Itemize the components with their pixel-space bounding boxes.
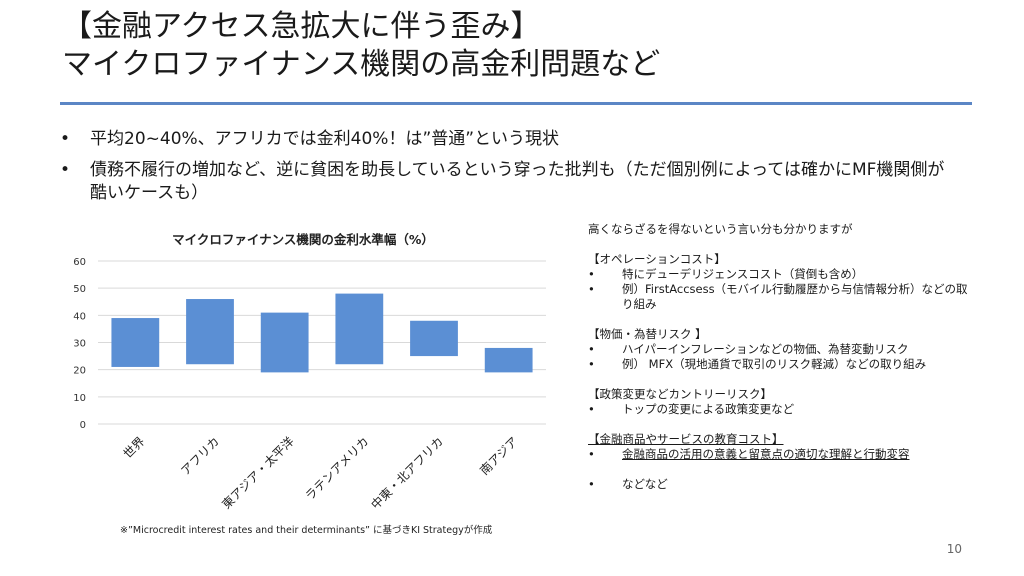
- list-item-text: ハイパーインフレーションなどの物価、為替変動リスク: [622, 342, 909, 356]
- list-marker: •: [588, 402, 595, 416]
- section-heading: 【オペレーションコスト】: [588, 252, 726, 266]
- bullet-marker: •: [60, 129, 71, 149]
- y-tick-label: 0: [80, 420, 86, 431]
- list-marker: •: [588, 342, 595, 356]
- chart-gridlines: [98, 260, 546, 425]
- list-item: • 金融商品の活用の意義と留意点の適切な理解と行動変容: [588, 447, 978, 462]
- side-notes: 高くならざるを得ないという言い分も分かりますが 【オペレーションコスト】 • 特に…: [588, 222, 978, 492]
- slide-title: 【金融アクセス急拡大に伴う歪み】 マイクロファイナンス機関の高金利問題など: [62, 8, 962, 84]
- chart-bars: [111, 293, 533, 373]
- bar: [335, 293, 384, 365]
- bullet-text: 平均20~40%、アフリカでは金利40%！は”普通”という現状: [90, 129, 560, 149]
- bar: [410, 320, 458, 357]
- bar: [484, 347, 533, 373]
- section-heading: 【政策変更などカントリーリスク】: [588, 387, 772, 401]
- list-marker: •: [588, 357, 595, 371]
- chart-title: マイクロファイナンス機関の金利水準幅（%）: [172, 232, 434, 247]
- title-divider: [60, 102, 972, 105]
- interest-rate-chart: マイクロファイナンス機関の金利水準幅（%） 0 10 20 30 40 50 60 世界 アフ…: [73, 232, 546, 512]
- x-tick-label: 東アジア・太平洋: [219, 434, 297, 512]
- list-item: • ハイパーインフレーションなどの物価、為替変動リスク: [588, 342, 978, 357]
- list-item-text: 例） MFX（現地通貨で取引のリスク軽減）などの取り組み: [622, 357, 927, 371]
- y-tick-label: 20: [73, 366, 86, 377]
- y-axis-ticks: 0 10 20 30 40 50 60: [73, 257, 86, 431]
- section-heading: 【金融商品やサービスの教育コスト】: [588, 432, 784, 446]
- list-item: • 特にデューデリジェンスコスト（貸倒も含め）: [588, 267, 978, 282]
- list-marker: •: [588, 477, 595, 491]
- list-marker: •: [588, 282, 595, 296]
- section-heading: 【物価・為替リスク 】: [588, 327, 707, 341]
- list-marker: •: [588, 267, 595, 281]
- list-item: • 例）FirstAccsess（モバイル行動履歴から与信情報分析）などの取り組み: [588, 282, 978, 312]
- y-tick-label: 10: [73, 393, 86, 404]
- list-item-text: 例）FirstAccsess（モバイル行動履歴から与信情報分析）などの取り組み: [622, 282, 968, 311]
- title-line-1: 【金融アクセス急拡大に伴う歪み】: [62, 9, 541, 44]
- x-tick-label: 世界: [121, 434, 148, 461]
- x-tick-label: ラテンアメリカ: [303, 434, 372, 503]
- bar: [111, 318, 160, 367]
- list-item-text: 金融商品の活用の意義と留意点の適切な理解と行動変容: [622, 447, 910, 461]
- page-number: 10: [946, 542, 962, 556]
- list-item: • 例） MFX（現地通貨で取引のリスク軽減）などの取り組み: [588, 357, 978, 372]
- bullet-item: • 平均20~40%、アフリカでは金利40%！は”普通”という現状: [60, 128, 960, 151]
- x-tick-label: 南アジア: [477, 434, 521, 478]
- source-note: ※”Microcredit interest rates and their d…: [120, 525, 493, 536]
- list-item: • トップの変更による政策変更など: [588, 402, 978, 417]
- bar: [260, 312, 309, 373]
- list-item: • などなど: [588, 477, 978, 492]
- list-marker: •: [588, 447, 595, 461]
- list-item-text: 特にデューデリジェンスコスト（貸倒も含め）: [622, 267, 864, 281]
- y-tick-label: 40: [73, 311, 86, 322]
- bullet-text: 債務不履行の増加など、逆に貧困を助長しているという穿った批判も（ただ個別例によっ…: [90, 160, 945, 203]
- x-tick-label: アフリカ: [178, 434, 222, 478]
- list-item-text: トップの変更による政策変更など: [622, 402, 795, 416]
- y-tick-label: 30: [73, 339, 86, 350]
- bullet-marker: •: [60, 160, 71, 180]
- bullet-item: • 債務不履行の増加など、逆に貧困を助長しているという穿った批判も（ただ個別例に…: [60, 159, 960, 205]
- side-intro: 高くならざるを得ないという言い分も分かりますが: [588, 222, 853, 236]
- y-tick-label: 60: [73, 257, 86, 268]
- list-item-text: などなど: [622, 477, 668, 491]
- y-tick-label: 50: [73, 284, 86, 295]
- main-bullets: • 平均20~40%、アフリカでは金利40%！は”普通”という現状 • 債務不履…: [60, 128, 960, 213]
- x-tick-label: 中東・北アフリカ: [368, 434, 446, 512]
- title-line-2: マイクロファイナンス機関の高金利問題など: [62, 47, 661, 82]
- bar: [186, 299, 234, 365]
